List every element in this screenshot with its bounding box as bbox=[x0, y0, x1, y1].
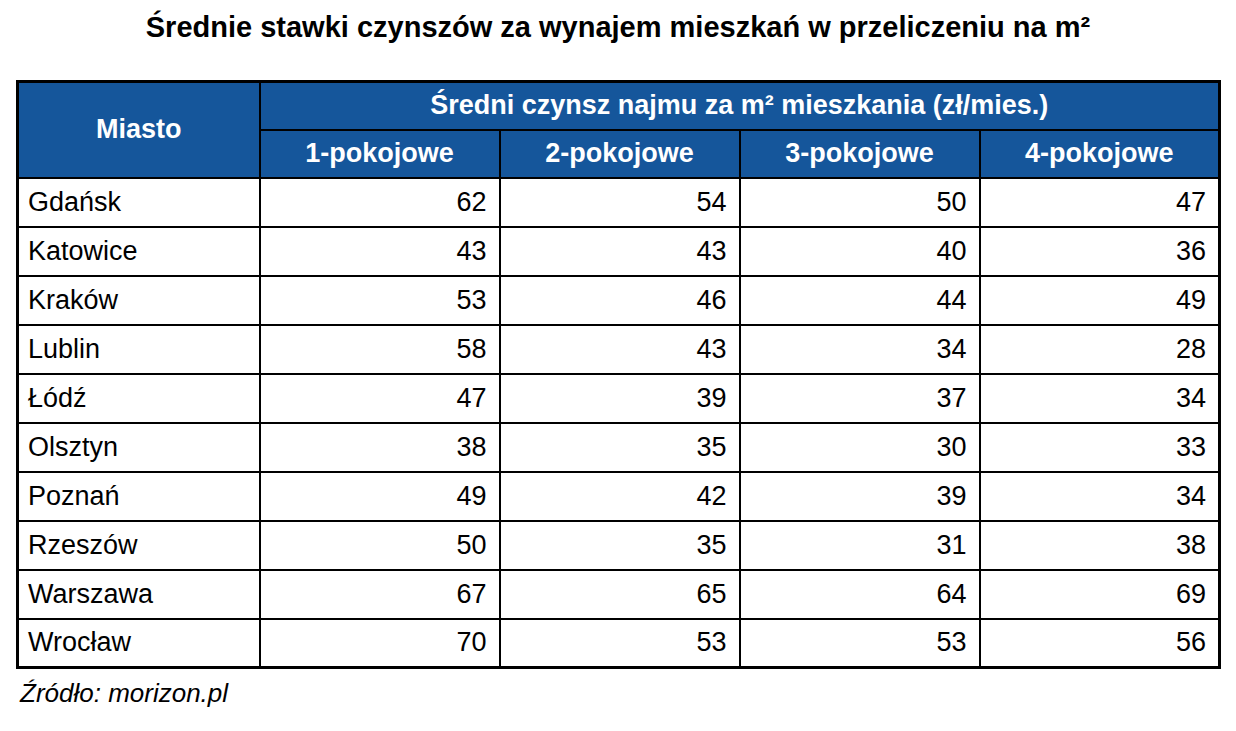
value-cell: 37 bbox=[740, 374, 980, 423]
table-row: Wrocław 70 53 53 56 bbox=[18, 619, 1220, 668]
table-row: Rzeszów 50 35 31 38 bbox=[18, 521, 1220, 570]
value-cell: 50 bbox=[260, 521, 500, 570]
table-row: Lublin 58 43 34 28 bbox=[18, 325, 1220, 374]
value-cell: 53 bbox=[740, 619, 980, 668]
value-cell: 49 bbox=[980, 276, 1220, 325]
value-cell: 36 bbox=[980, 227, 1220, 276]
value-cell: 47 bbox=[980, 178, 1220, 227]
value-cell: 28 bbox=[980, 325, 1220, 374]
table-row: Łódź 47 39 37 34 bbox=[18, 374, 1220, 423]
table-row: Gdańsk 62 54 50 47 bbox=[18, 178, 1220, 227]
city-cell: Warszawa bbox=[18, 570, 260, 619]
table-row: Poznań 49 42 39 34 bbox=[18, 472, 1220, 521]
value-cell: 58 bbox=[260, 325, 500, 374]
header-row-group: Miasto Średni czynsz najmu za m² mieszka… bbox=[18, 82, 1220, 130]
value-cell: 50 bbox=[740, 178, 980, 227]
value-cell: 35 bbox=[500, 521, 740, 570]
value-cell: 64 bbox=[740, 570, 980, 619]
column-header-1-room: 1-pokojowe bbox=[260, 130, 500, 178]
value-cell: 49 bbox=[260, 472, 500, 521]
value-cell: 53 bbox=[500, 619, 740, 668]
value-cell: 43 bbox=[500, 325, 740, 374]
city-cell: Rzeszów bbox=[18, 521, 260, 570]
city-cell: Gdańsk bbox=[18, 178, 260, 227]
value-cell: 33 bbox=[980, 423, 1220, 472]
table-row: Olsztyn 38 35 30 33 bbox=[18, 423, 1220, 472]
value-cell: 69 bbox=[980, 570, 1220, 619]
value-cell: 39 bbox=[500, 374, 740, 423]
value-cell: 38 bbox=[260, 423, 500, 472]
city-cell: Wrocław bbox=[18, 619, 260, 668]
value-cell: 35 bbox=[500, 423, 740, 472]
value-cell: 46 bbox=[500, 276, 740, 325]
value-cell: 65 bbox=[500, 570, 740, 619]
value-cell: 40 bbox=[740, 227, 980, 276]
group-header: Średni czynsz najmu za m² mieszkania (zł… bbox=[260, 82, 1220, 130]
value-cell: 43 bbox=[500, 227, 740, 276]
table-row: Katowice 43 43 40 36 bbox=[18, 227, 1220, 276]
page-title: Średnie stawki czynszów za wynajem miesz… bbox=[0, 8, 1236, 46]
column-header-3-room: 3-pokojowe bbox=[740, 130, 980, 178]
city-cell: Katowice bbox=[18, 227, 260, 276]
value-cell: 54 bbox=[500, 178, 740, 227]
value-cell: 34 bbox=[980, 374, 1220, 423]
value-cell: 67 bbox=[260, 570, 500, 619]
column-header-2-room: 2-pokojowe bbox=[500, 130, 740, 178]
table-row: Kraków 53 46 44 49 bbox=[18, 276, 1220, 325]
value-cell: 38 bbox=[980, 521, 1220, 570]
value-cell: 53 bbox=[260, 276, 500, 325]
value-cell: 42 bbox=[500, 472, 740, 521]
value-cell: 70 bbox=[260, 619, 500, 668]
column-header-4-room: 4-pokojowe bbox=[980, 130, 1220, 178]
table-row: Warszawa 67 65 64 69 bbox=[18, 570, 1220, 619]
value-cell: 30 bbox=[740, 423, 980, 472]
city-cell: Kraków bbox=[18, 276, 260, 325]
city-cell: Łódź bbox=[18, 374, 260, 423]
value-cell: 31 bbox=[740, 521, 980, 570]
value-cell: 39 bbox=[740, 472, 980, 521]
city-cell: Olsztyn bbox=[18, 423, 260, 472]
value-cell: 43 bbox=[260, 227, 500, 276]
value-cell: 34 bbox=[740, 325, 980, 374]
column-header-city: Miasto bbox=[18, 82, 260, 178]
value-cell: 47 bbox=[260, 374, 500, 423]
value-cell: 56 bbox=[980, 619, 1220, 668]
table-body: Gdańsk 62 54 50 47 Katowice 43 43 40 36 … bbox=[18, 178, 1220, 668]
value-cell: 62 bbox=[260, 178, 500, 227]
table-header: Miasto Średni czynsz najmu za m² mieszka… bbox=[18, 82, 1220, 178]
source-note: Źródło: morizon.pl bbox=[20, 678, 1236, 709]
rent-rates-table: Miasto Średni czynsz najmu za m² mieszka… bbox=[16, 80, 1221, 669]
page: Średnie stawki czynszów za wynajem miesz… bbox=[0, 0, 1236, 731]
city-cell: Lublin bbox=[18, 325, 260, 374]
value-cell: 34 bbox=[980, 472, 1220, 521]
city-cell: Poznań bbox=[18, 472, 260, 521]
value-cell: 44 bbox=[740, 276, 980, 325]
